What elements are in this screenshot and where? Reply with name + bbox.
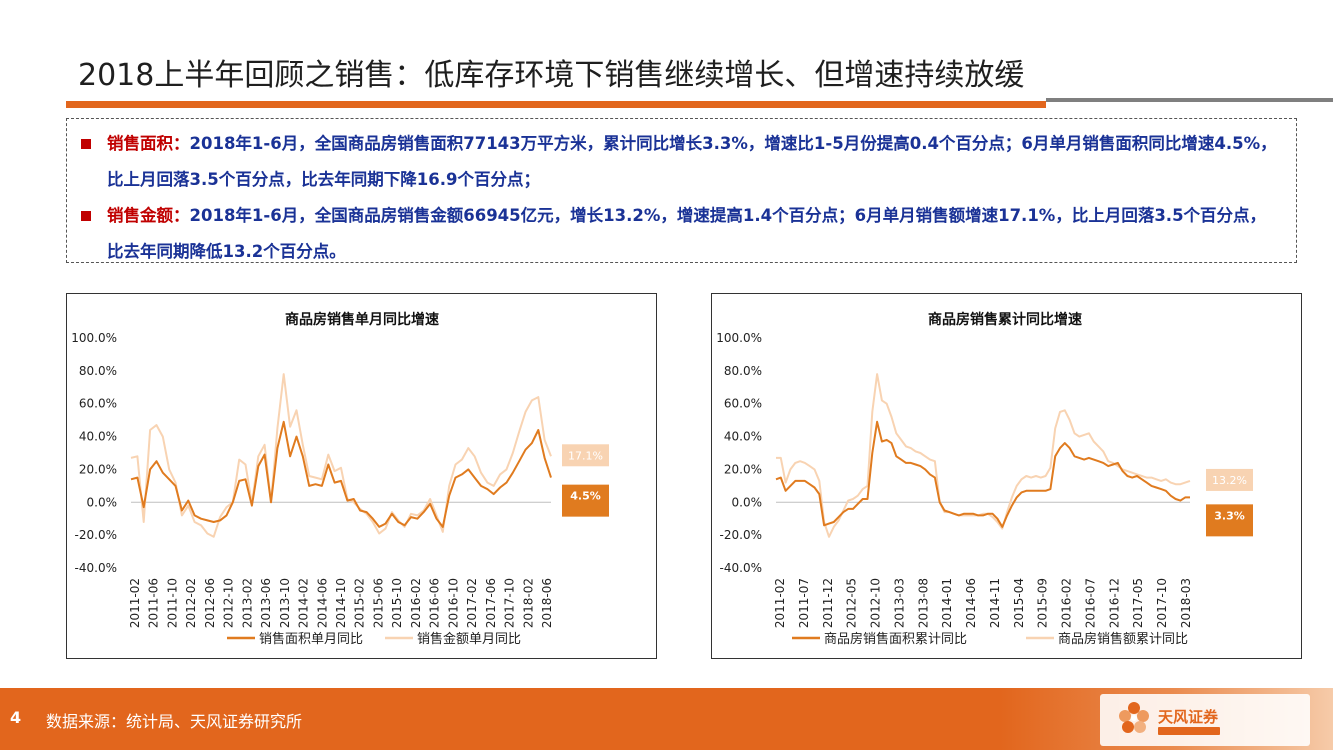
logo-name: 天风证券 <box>1158 708 1219 726</box>
x-tick-label: 2014-06 <box>964 578 978 628</box>
y-tick-label: -40.0% <box>720 561 762 575</box>
y-tick-label: 100.0% <box>71 331 117 345</box>
bullet-text-amount: 2018年1-6月，全国商品房销售金额66945亿元，增长13.2%，增速提高1… <box>107 206 1267 261</box>
x-tick-label: 2013-06 <box>259 578 273 628</box>
data-source: 数据来源：统计局、天风证券研究所 <box>46 712 303 731</box>
bullet-key-area: 销售面积： <box>107 134 190 153</box>
y-tick-label: 60.0% <box>724 397 762 411</box>
chart-title: 商品房销售累计同比增速 <box>928 311 1082 328</box>
title-underline-gray <box>1046 98 1333 102</box>
y-tick-label: 60.0% <box>79 397 117 411</box>
flower-logo-icon <box>1119 702 1149 733</box>
x-tick-label: 2014-01 <box>940 578 954 628</box>
series-line-area <box>130 420 552 528</box>
x-tick-label: 2013-10 <box>278 578 292 628</box>
x-tick-label: 2012-10 <box>869 578 883 628</box>
x-tick-label: 2015-06 <box>371 578 385 628</box>
x-tick-label: 2012-10 <box>222 578 236 628</box>
x-tick-label: 2016-12 <box>1107 578 1121 628</box>
bullet-square-icon <box>81 139 91 149</box>
x-tick-label: 2017-06 <box>484 578 498 628</box>
slide-title: 2018上半年回顾之销售：低库存环境下销售继续增长、但增速持续放缓 <box>78 58 1025 93</box>
x-tick-label: 2013-08 <box>916 578 930 628</box>
end-label-amount: 13.2% <box>1212 474 1247 487</box>
x-tick-label: 2012-06 <box>203 578 217 628</box>
series-line-area <box>775 420 1190 528</box>
chart-cumulative-yoy-svg: 商品房销售累计同比增速 100.0% 80.0% 60.0% 40.0% 20.0% 0.0… <box>716 311 1253 647</box>
x-tick-label: 2013-02 <box>240 578 254 628</box>
company-logo: 天风证券 <box>1100 694 1310 746</box>
legend-label: 商品房销售面积累计同比 <box>824 631 967 647</box>
x-tick-label: 2017-10 <box>503 578 517 628</box>
series-line-amount <box>130 373 552 538</box>
legend-label: 商品房销售额累计同比 <box>1058 631 1188 647</box>
legend-label: 销售面积单月同比 <box>259 631 363 647</box>
x-tick-label: 2016-02 <box>409 578 423 628</box>
x-tick-label: 2011-12 <box>821 578 835 628</box>
x-tick-label: 2016-06 <box>428 578 442 628</box>
x-tick-label: 2012-02 <box>184 578 198 628</box>
y-tick-label: 0.0% <box>732 495 763 509</box>
x-tick-label: 2014-06 <box>315 578 329 628</box>
end-label-box-amount <box>1206 468 1253 491</box>
end-label-amount: 17.1% <box>568 449 603 462</box>
y-tick-label: -20.0% <box>720 528 762 542</box>
y-tick-label: 40.0% <box>724 430 762 444</box>
y-tick-label: 80.0% <box>724 364 762 378</box>
x-tick-label: 2015-09 <box>1036 578 1050 628</box>
x-tick-label: 2016-07 <box>1083 578 1097 628</box>
chart-title: 商品房销售单月同比增速 <box>285 311 439 328</box>
x-tick-label: 2017-02 <box>465 578 479 628</box>
chart-cumulative-yoy: 商品房销售累计同比增速 100.0% 80.0% 60.0% 40.0% 20.0% 0.0… <box>711 293 1302 659</box>
end-label-area: 4.5% <box>570 490 601 503</box>
page-number: 4 <box>10 708 22 727</box>
x-tick-label: 2017-05 <box>1131 578 1145 628</box>
end-label-box-area <box>1206 504 1253 537</box>
x-tick-label: 2011-02 <box>128 578 142 628</box>
x-tick-label: 2011-02 <box>773 578 787 628</box>
summary-bullet-amount: 销售金额：2018年1-6月，全国商品房销售金额66945亿元，增长13.2%，… <box>81 198 1282 270</box>
bullet-key-amount: 销售金额： <box>107 206 190 225</box>
x-tick-label: 2014-11 <box>988 578 1002 628</box>
x-tick-label: 2011-07 <box>797 578 811 628</box>
x-tick-label: 2018-02 <box>521 578 535 628</box>
x-tick-label: 2015-04 <box>1012 578 1026 628</box>
y-tick-label: 20.0% <box>724 462 762 476</box>
chart-monthly-yoy-svg: 商品房销售单月同比增速 100.0% 80.0% 60.0% 40.0% 20.0% 0.0… <box>71 311 609 647</box>
x-tick-label: 2011-10 <box>165 578 179 628</box>
y-tick-label: 0.0% <box>87 495 118 509</box>
x-tick-label: 2015-02 <box>353 578 367 628</box>
y-tick-label: -40.0% <box>75 561 117 575</box>
x-tick-label: 2014-10 <box>334 578 348 628</box>
y-tick-label: 100.0% <box>716 331 762 345</box>
x-tick-label: 2012-05 <box>845 578 859 628</box>
end-label-box-area <box>562 484 609 517</box>
end-label-area: 3.3% <box>1214 509 1245 522</box>
end-label-box-amount <box>562 444 609 467</box>
x-tick-label: 2018-03 <box>1179 578 1193 628</box>
y-tick-label: 80.0% <box>79 364 117 378</box>
summary-bullet-area: 销售面积：2018年1-6月，全国商品房销售面积77143万平方米，累计同比增长… <box>81 126 1282 198</box>
y-tick-label: 20.0% <box>79 462 117 476</box>
series-line-amount <box>776 373 1191 538</box>
title-underline-orange <box>66 101 1046 108</box>
summary-box: 销售面积：2018年1-6月，全国商品房销售面积77143万平方米，累计同比增长… <box>66 118 1297 263</box>
bullet-square-icon <box>81 211 91 221</box>
x-tick-label: 2011-06 <box>147 578 161 628</box>
x-tick-label: 2016-10 <box>446 578 460 628</box>
x-tick-label: 2016-02 <box>1060 578 1074 628</box>
x-tick-label: 2017-10 <box>1155 578 1169 628</box>
chart-monthly-yoy: 商品房销售单月同比增速 100.0% 80.0% 60.0% 40.0% 20.0% 0.0… <box>66 293 657 659</box>
x-tick-label: 2014-02 <box>297 578 311 628</box>
y-tick-label: 40.0% <box>79 430 117 444</box>
x-tick-label: 2013-03 <box>892 578 906 628</box>
logo-slogan-bar <box>1158 727 1220 735</box>
legend-label: 销售金额单月同比 <box>417 631 521 647</box>
x-tick-label: 2018-06 <box>540 578 554 628</box>
bullet-text-area: 2018年1-6月，全国商品房销售面积77143万平方米，累计同比增长3.3%，… <box>107 134 1277 189</box>
y-tick-label: -20.0% <box>75 528 117 542</box>
x-tick-label: 2015-10 <box>390 578 404 628</box>
